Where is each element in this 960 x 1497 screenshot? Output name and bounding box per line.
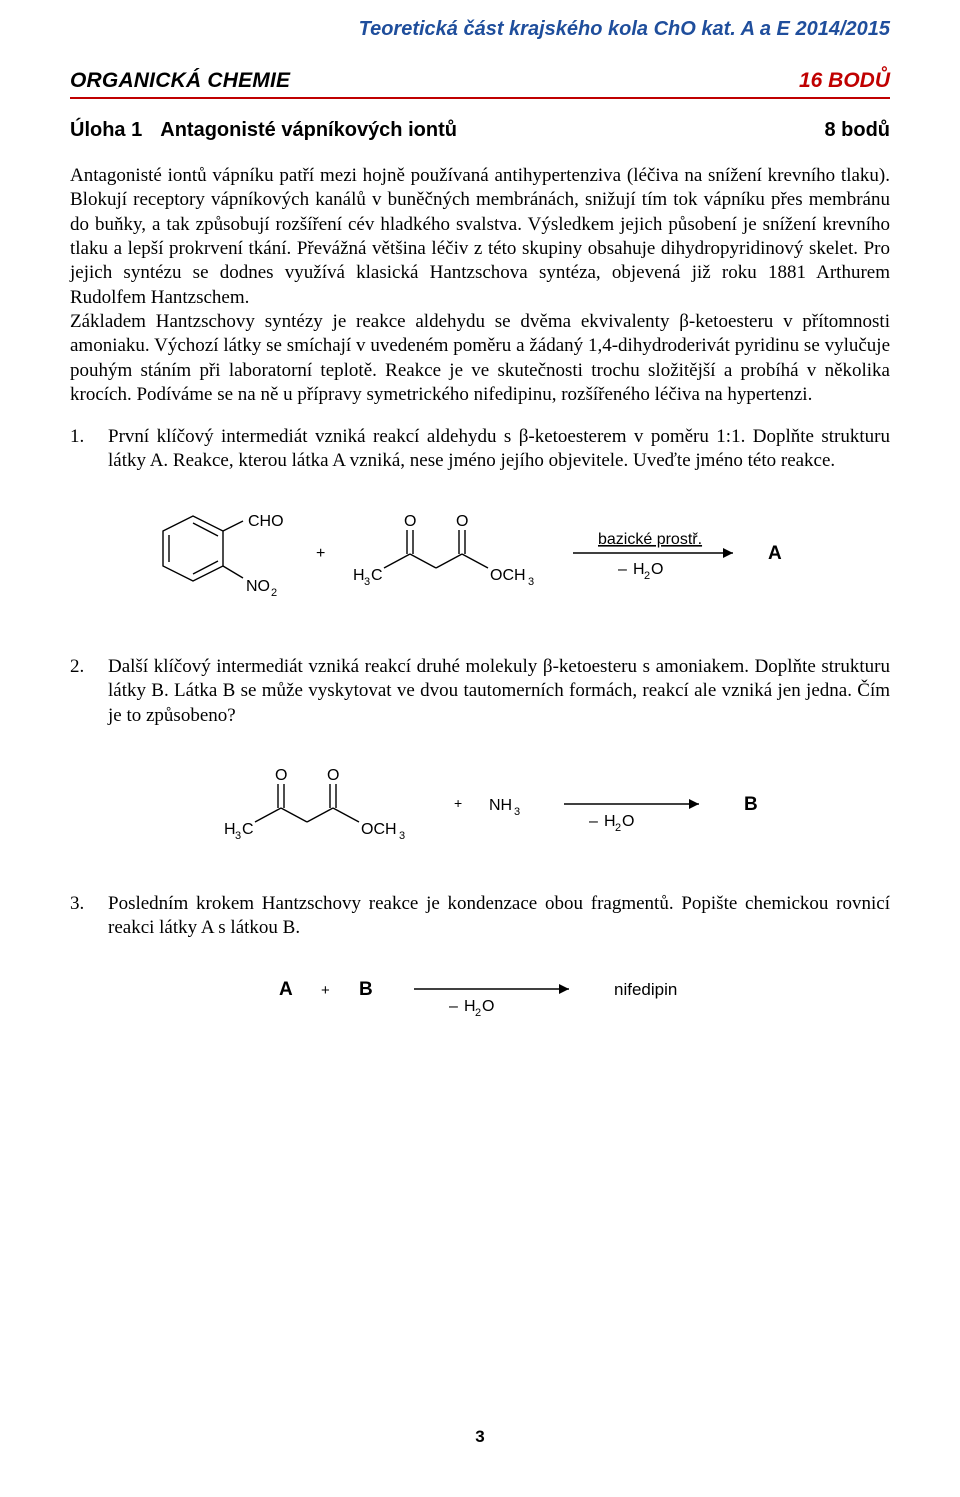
label-no2-sub: 2 — [271, 587, 277, 599]
label-o-right-2: O — [327, 767, 339, 784]
label-arrow-bottom-minus-2: – — [589, 813, 598, 830]
label-h3c-h-2: H — [224, 821, 236, 838]
label-arrow-bottom-o-1: O — [651, 561, 663, 578]
label-arrow-bottom-sub-2: 2 — [615, 822, 621, 834]
label-h3c-c-1: C — [371, 567, 383, 584]
intro-paragraph-2-text: Základem Hantzschovy syntézy je reakce a… — [70, 311, 890, 405]
label-product-B: B — [744, 794, 758, 815]
task-title: Úloha 1 Antagonisté vápníkových iontů — [70, 119, 457, 142]
section-label: ORGANICKÁ CHEMIE — [70, 69, 290, 93]
task-points: 8 bodů — [824, 119, 890, 142]
label-och3-sub-2: 3 — [399, 830, 405, 842]
question-2: Další klíčový intermediát vzniká reakcí … — [70, 655, 890, 860]
label-arrow-bottom-sub-1: 2 — [644, 570, 650, 582]
label-o-left-2: O — [275, 767, 287, 784]
label-och3-sub-1: 3 — [528, 576, 534, 588]
reaction-scheme-3: A + B – H 2 O nifedipin — [108, 963, 890, 1033]
label-plus-1: + — [316, 545, 325, 562]
label-h3c-h-1: H — [353, 567, 365, 584]
reaction-scheme-1: CHO NO 2 + — [108, 496, 890, 623]
label-h3c-sub-1: 3 — [364, 576, 370, 588]
label-arrow-bottom-o-3: O — [482, 998, 494, 1015]
label-nh3-nh: NH — [489, 797, 512, 814]
label-no2-no: NO — [246, 578, 270, 595]
question-1-text: První klíčový intermediát vzniká reakcí … — [108, 426, 890, 471]
label-product-nifedipin: nifedipin — [614, 980, 677, 999]
label-A-3: A — [279, 979, 293, 1000]
section-points: 16 BODŮ — [799, 69, 890, 93]
page-number: 3 — [0, 1427, 960, 1447]
label-arrow-bottom-h-3: H — [464, 998, 476, 1015]
label-arrow-top-1: bazické prostř. — [598, 531, 702, 548]
label-och3-oc-1: OCH — [490, 567, 526, 584]
question-3: Posledním krokem Hantzschovy reakce je k… — [70, 892, 890, 1033]
label-h3c-sub-2: 3 — [235, 830, 241, 842]
label-h3c-c-2: C — [242, 821, 254, 838]
section-header: ORGANICKÁ CHEMIE 16 BODŮ — [70, 69, 890, 99]
reaction-scheme-2: O O H 3 C OCH 3 + NH 3 – H 2 — [108, 750, 890, 860]
task-name: Antagonisté vápníkových iontů — [160, 119, 457, 141]
label-plus-3: + — [321, 982, 330, 999]
question-1: První klíčový intermediát vzniká reakcí … — [70, 425, 890, 623]
label-plus-2: + — [454, 795, 462, 811]
label-arrow-bottom-minus-1: – — [618, 561, 627, 578]
intro-paragraph-1-text: Antagonisté iontů vápníku patří mezi hoj… — [70, 165, 890, 308]
label-o-right-1: O — [456, 513, 468, 530]
label-nh3-sub: 3 — [514, 806, 520, 818]
label-och3-oc-2: OCH — [361, 821, 397, 838]
task-header: Úloha 1 Antagonisté vápníkových iontů 8 b… — [70, 119, 890, 142]
label-product-A: A — [768, 543, 782, 564]
label-B-3: B — [359, 979, 373, 1000]
page: Teoretická část krajského kola ChO kat. … — [0, 0, 960, 1497]
intro-paragraph-1: Antagonisté iontů vápníku patří mezi hoj… — [70, 164, 890, 407]
page-header-title: Teoretická část krajského kola ChO kat. … — [70, 18, 890, 41]
label-o-left-1: O — [404, 513, 416, 530]
question-list: První klíčový intermediát vzniká reakcí … — [70, 425, 890, 1033]
question-2-text: Další klíčový intermediát vzniká reakcí … — [108, 656, 890, 726]
task-number: Úloha 1 — [70, 119, 142, 141]
label-arrow-bottom-o-2: O — [622, 813, 634, 830]
label-arrow-bottom-minus-3: – — [449, 998, 458, 1015]
label-arrow-bottom-h-2: H — [604, 813, 616, 830]
label-cho: CHO — [248, 513, 284, 530]
label-arrow-bottom-h-1: H — [633, 561, 645, 578]
label-arrow-bottom-sub-3: 2 — [475, 1007, 481, 1019]
section-label-rest: RGANICKÁ CHEMIE — [87, 69, 291, 92]
question-3-text: Posledním krokem Hantzschovy reakce je k… — [108, 893, 890, 938]
section-label-prefix: O — [70, 69, 87, 92]
